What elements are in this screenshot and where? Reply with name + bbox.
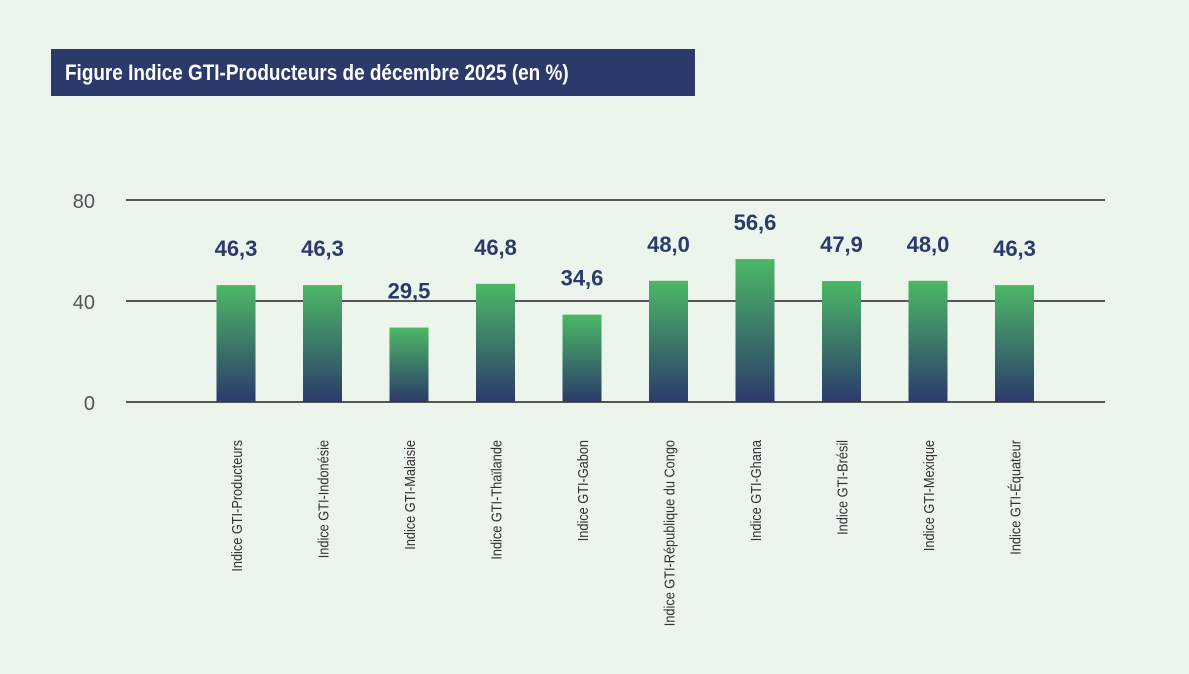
- category-label: Indice GTI-Malaisie: [401, 440, 418, 550]
- data-label: 47,9: [820, 232, 863, 257]
- bar: [822, 281, 861, 402]
- bar: [649, 280, 688, 402]
- data-label: 29,5: [388, 279, 431, 304]
- category-label: Indice GTI-République du Congo: [660, 440, 677, 626]
- data-label: 46,3: [215, 236, 258, 261]
- bar: [389, 327, 429, 402]
- category-label: Indice GTI-Producteurs: [228, 440, 245, 572]
- category-label: Indice GTI-Équateur: [1006, 440, 1023, 555]
- data-label: 56,6: [734, 210, 777, 235]
- data-label: 34,6: [561, 266, 604, 291]
- data-label: 48,0: [907, 232, 950, 257]
- category-label: Indice GTI-Mexique: [920, 440, 937, 551]
- chart-title-text: Figure Indice GTI-Producteurs de décembr…: [65, 60, 569, 85]
- y-tick-label: 40: [73, 292, 95, 314]
- category-label: Indice GTI-Brésil: [833, 440, 850, 535]
- data-label: 48,0: [647, 232, 690, 257]
- data-label: 46,3: [301, 236, 344, 261]
- bar: [216, 285, 256, 402]
- bar: [995, 285, 1034, 402]
- bar: [735, 259, 775, 402]
- category-label: Indice GTI-Indonésie: [314, 440, 331, 558]
- chart-title: Figure Indice GTI-Producteurs de décembr…: [51, 49, 695, 96]
- data-label: 46,3: [993, 236, 1036, 261]
- category-label: Indice GTI-Thaïlande: [487, 440, 504, 560]
- category-label: Indice GTI-Gabon: [574, 440, 591, 541]
- bar: [476, 283, 515, 402]
- y-tick-label: 80: [73, 191, 95, 213]
- y-tick-label: 0: [84, 393, 95, 415]
- category-label: Indice GTI-Ghana: [747, 440, 764, 541]
- bar: [303, 285, 342, 402]
- bar: [562, 314, 602, 402]
- data-label: 46,8: [474, 235, 517, 260]
- bar: [908, 280, 948, 402]
